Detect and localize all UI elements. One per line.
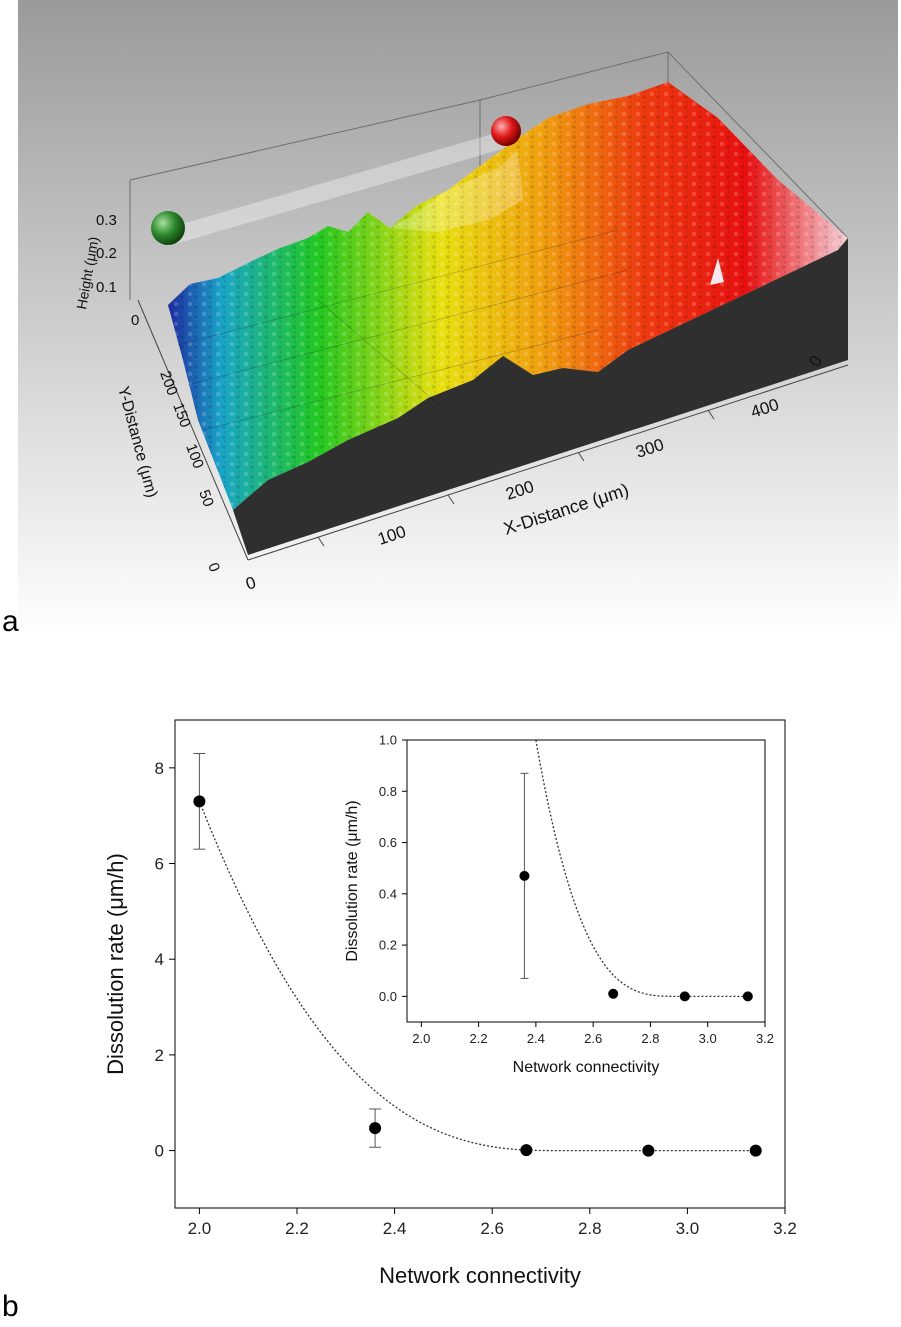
surface-side-wall [233,238,848,555]
main-data-point [520,1144,533,1157]
main-x-tick-label: 2.4 [383,1219,407,1238]
marker-right [491,116,521,146]
main-y-tick-label: 4 [155,950,164,969]
inset-fit-curve [535,739,748,998]
inset-y-tick-label: 1.0 [379,733,397,748]
main-y-tick-label: 6 [155,854,164,873]
z-tick-label: 0 [131,312,139,329]
inset-x-tick-label: 3.0 [699,1031,717,1046]
main-x-tick-label: 3.0 [676,1219,700,1238]
main-y-tick-label: 0 [155,1142,164,1161]
surface-plot-3d: 0.3 0.2 0.1 0 Height (μm) 200 150 100 50… [18,0,898,636]
z-tick-label: 0.1 [96,279,117,296]
marker-left [151,211,185,245]
surface-texture [168,82,848,510]
main-y-tick-label: 2 [155,1046,164,1065]
inset-x-tick-label: 3.2 [756,1031,774,1046]
main-x-tick-label: 2.0 [188,1219,212,1238]
inset-data-point [608,988,619,999]
main-data-point [749,1144,762,1157]
main-x-tick-label: 2.6 [480,1219,504,1238]
main-y-axis-title: Dissolution rate (μm/h) [103,853,128,1075]
x-ticks-marks [317,409,715,547]
surface-step [388,150,523,232]
inset-y-tick-label: 0.6 [379,835,397,850]
inset-data-point [519,870,530,881]
inset-y-tick-label: 0.0 [379,989,397,1004]
panel-label-b: b [2,1290,19,1323]
scatter-chart: 2.0 2.2 2.4 2.6 2.8 3.0 3.2 0 2 4 6 8 Network connec… [103,719,797,1288]
main-data-point [193,795,206,808]
inset-y-axis-title: Dissolution rate (μm/h) [344,800,361,961]
main-x-tick-label: 2.8 [578,1219,602,1238]
panel-a: 0.3 0.2 0.1 0 Height (μm) 200 150 100 50… [18,0,898,636]
panel-b: 2.0 2.2 2.4 2.6 2.8 3.0 3.2 0 2 4 6 8 Network connec… [0,700,901,1322]
inset-x-tick-label: 2.4 [527,1031,545,1046]
inset-group: 2.0 2.2 2.4 2.6 2.8 3.0 3.2 0.0 0.2 0.4 0.6 0.8 1.0 N… [344,733,774,1076]
inset-x-tick-label: 2.2 [470,1031,488,1046]
main-y-tick-label: 8 [155,759,164,778]
inset-y-tick-label: 0.4 [379,886,397,901]
measurement-plane [168,130,506,246]
inset-x-axis-title: Network connectivity [513,1059,660,1076]
main-data-point [642,1144,655,1157]
surface-grid [177,229,629,431]
inset-data-point [679,991,690,1002]
main-x-tick-label: 3.2 [773,1219,797,1238]
inset-x-tick-label: 2.6 [584,1031,602,1046]
inset-x-tick-label: 2.8 [641,1031,659,1046]
inset-y-tick-label: 0.8 [379,784,397,799]
main-data-point [369,1122,382,1135]
panel-label-a: a [2,605,19,638]
main-fit-curve [198,801,756,1152]
inset-y-tick-label: 0.2 [379,938,397,953]
inset-frame [406,739,766,1023]
z-tick-label: 0.3 [96,212,117,229]
main-x-tick-label: 2.2 [285,1219,309,1238]
inset-data-point [742,991,753,1002]
main-x-axis-title: Network connectivity [379,1263,581,1288]
axes-front [137,299,849,561]
z-tick-label: 0.2 [96,245,117,262]
y-tick-label: 50 [195,488,217,509]
surface-spike [710,258,724,285]
inset-x-tick-label: 2.0 [412,1031,430,1046]
